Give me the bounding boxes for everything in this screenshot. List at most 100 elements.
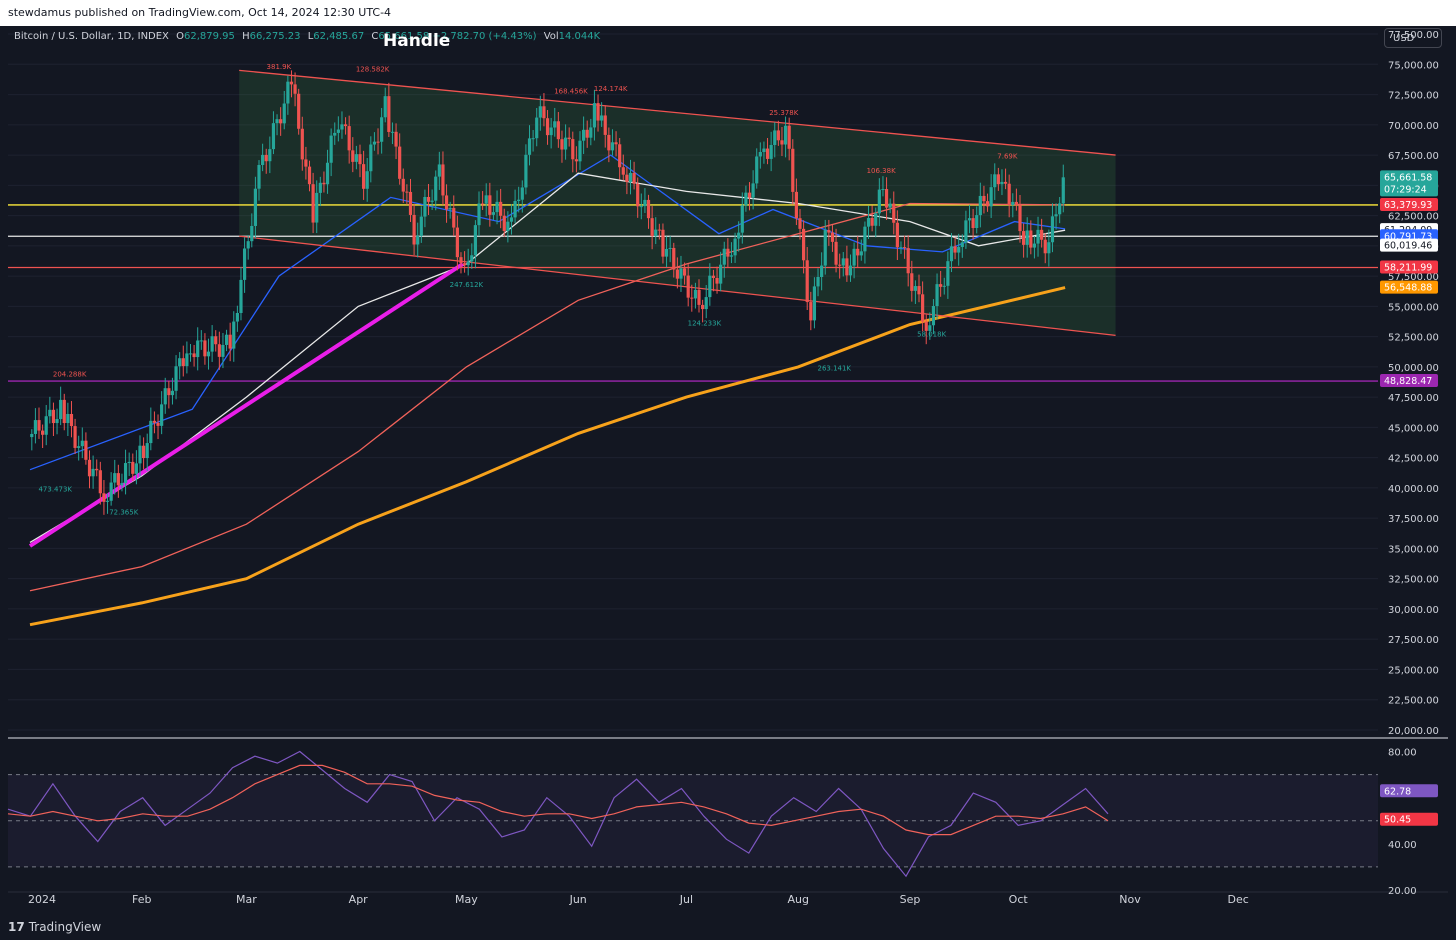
candle-body: [982, 195, 986, 202]
candle-body: [369, 144, 373, 172]
candle-body: [307, 166, 312, 185]
candle-body: [942, 285, 946, 287]
candle-body: [701, 304, 705, 310]
volume-annotation: 106.38K: [867, 167, 896, 175]
candle-body: [556, 121, 560, 140]
candle-body: [113, 473, 117, 483]
candle-body: [682, 268, 687, 276]
trendline: [239, 69, 1116, 156]
candle-body: [185, 353, 189, 367]
candle-body: [693, 289, 698, 299]
candle-body: [621, 167, 625, 175]
candle-body: [30, 433, 34, 438]
candle-body: [531, 138, 535, 140]
candle-body: [711, 275, 716, 278]
candle-body: [884, 189, 889, 208]
candle-body: [142, 445, 146, 459]
volume-annotation: 72.365K: [109, 509, 138, 517]
candle-body: [614, 142, 618, 145]
candle-body: [888, 203, 892, 208]
candle-body: [152, 420, 157, 423]
y-axis-tick-label: 70,000.00: [1388, 121, 1439, 132]
candle-body: [964, 220, 968, 243]
volume-annotation: 25.378K: [769, 109, 798, 117]
candle-body: [686, 275, 690, 298]
candle-body: [1018, 205, 1022, 232]
volume-label: Vol: [543, 31, 559, 42]
x-axis-tick-label: Jun: [569, 893, 587, 906]
candle-body: [513, 200, 517, 218]
symbol-legend: Bitcoin / U.S. Dollar, 1D, INDEX O62,879…: [14, 31, 600, 42]
candle-body: [949, 246, 954, 262]
candle-body: [744, 192, 748, 206]
candle-body: [235, 312, 239, 322]
candle-body: [690, 297, 694, 299]
candle-body: [960, 242, 964, 248]
candle-body: [668, 247, 672, 249]
candle-body: [59, 399, 63, 420]
y-axis-tick-label: 47,500.00: [1388, 393, 1439, 404]
candle-body: [398, 146, 402, 179]
chart-canvas[interactable]: 381.9K 128.582K 168.456K 124.174K 25.378K 106…: [0, 0, 1456, 914]
candle-body: [802, 228, 806, 261]
candle-body: [69, 413, 74, 427]
y-axis-tick-label: 50,000.00: [1388, 363, 1439, 374]
candle-body: [419, 216, 423, 236]
candle-body: [719, 264, 723, 284]
candle-body: [939, 284, 943, 287]
volume-annotation: 473.473K: [38, 486, 72, 494]
candle-body: [794, 191, 798, 219]
candle-body: [264, 154, 268, 162]
candle-body: [762, 148, 766, 153]
candle-body: [412, 214, 416, 245]
candle-body: [827, 230, 831, 233]
candle-body: [899, 247, 903, 249]
y-axis-tick-label: 67,500.00: [1388, 151, 1439, 162]
currency-button[interactable]: USD: [1384, 28, 1442, 48]
candle-body: [315, 192, 319, 223]
candle-body: [401, 178, 405, 192]
candle-body: [149, 420, 153, 444]
price-label: 56,548.88: [1384, 283, 1432, 294]
candle-body: [91, 468, 95, 477]
x-axis-tick-label: Aug: [787, 893, 808, 906]
rsi-band-fill: [8, 774, 1378, 867]
candle-body: [242, 248, 247, 280]
x-axis-tick-label: Jul: [679, 893, 693, 906]
candle-body: [228, 334, 232, 349]
candle-body: [812, 286, 817, 321]
candle-body: [957, 247, 961, 253]
candle-body: [221, 344, 225, 357]
rsi-value-label-bg: [1380, 784, 1438, 798]
candle-body: [452, 208, 456, 228]
candle-body: [776, 130, 780, 141]
candle-body: [217, 344, 221, 357]
candle-body: [751, 183, 755, 198]
candle-body: [722, 248, 726, 265]
candle-body: [866, 217, 871, 227]
y-axis-tick-label: 37,500.00: [1388, 514, 1439, 525]
candle-body: [271, 123, 276, 150]
candle-body: [553, 121, 557, 128]
y-axis-tick-label: 22,500.00: [1388, 696, 1439, 707]
candle-body: [178, 358, 182, 367]
candle-body: [838, 264, 842, 266]
candle-body: [300, 128, 304, 160]
candle-body: [95, 468, 99, 471]
price-label: 63,379.93: [1384, 200, 1432, 211]
candle-body: [1061, 177, 1065, 204]
price-label: 65,661.58: [1384, 172, 1432, 183]
volume-annotation: 124.233K: [688, 320, 722, 328]
high-value: 66,275.23: [249, 31, 301, 42]
candle-body: [646, 199, 651, 219]
y-axis-tick-label: 62,500.00: [1388, 212, 1439, 223]
candle-body: [856, 248, 860, 256]
candle-body: [55, 419, 59, 424]
candle-body: [892, 203, 896, 223]
candle-body: [160, 404, 164, 426]
candle-body: [473, 225, 478, 256]
x-axis-tick-label: Mar: [236, 893, 257, 906]
candle-body: [704, 297, 708, 310]
candle-body: [336, 129, 340, 133]
low-value: 62,485.67: [313, 31, 365, 42]
